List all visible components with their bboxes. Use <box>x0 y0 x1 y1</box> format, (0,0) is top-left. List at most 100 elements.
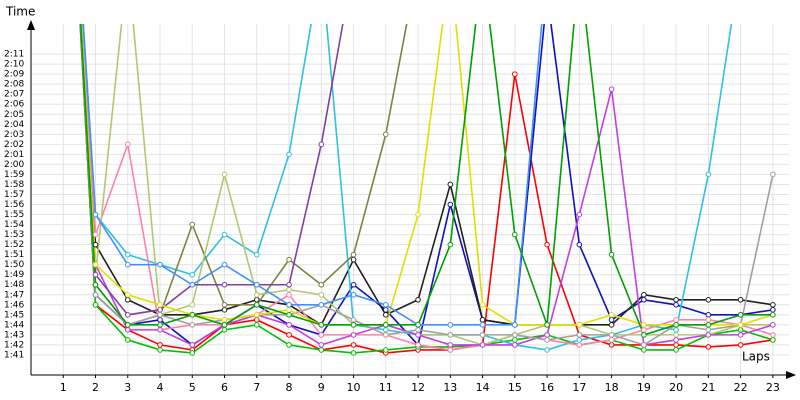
data-point <box>641 347 647 353</box>
data-point <box>641 342 647 348</box>
data-point <box>318 302 325 308</box>
data-point <box>608 312 615 318</box>
data-point <box>705 327 712 333</box>
data-point <box>447 181 454 188</box>
data-point <box>383 347 389 353</box>
data-point <box>447 201 454 208</box>
series-line <box>79 24 408 326</box>
data-point <box>641 291 647 298</box>
data-point <box>157 302 163 308</box>
data-point <box>350 350 357 356</box>
x-tick-label: 14 <box>476 381 490 394</box>
y-tick-label: 2:08 <box>4 80 24 90</box>
data-point <box>576 322 583 328</box>
data-point <box>447 342 454 348</box>
data-point <box>576 332 583 338</box>
y-axis-label: Time <box>5 5 35 19</box>
data-point <box>770 302 776 308</box>
data-point <box>544 241 550 248</box>
data-point <box>350 291 357 298</box>
x-tick-label: 3 <box>124 381 131 394</box>
data-point <box>673 337 679 343</box>
y-tick-label: 1:42 <box>4 340 24 350</box>
data-point <box>253 312 260 318</box>
data-point <box>124 327 131 333</box>
data-point <box>92 241 99 248</box>
data-point <box>253 296 260 303</box>
y-tick-label: 1:53 <box>4 230 24 240</box>
x-tick-label: 17 <box>572 381 586 394</box>
data-point <box>318 281 325 288</box>
data-point <box>318 291 325 298</box>
y-tick-label: 1:47 <box>4 290 24 300</box>
data-point <box>673 347 679 353</box>
data-point <box>124 291 131 298</box>
data-point <box>544 332 550 338</box>
data-point <box>641 332 647 338</box>
series-line <box>82 24 543 326</box>
data-point <box>641 296 647 303</box>
data-point <box>383 322 389 328</box>
y-tick-label: 2:09 <box>4 70 24 80</box>
x-tick-label: 10 <box>347 381 361 394</box>
x-tick-label: 23 <box>766 381 780 394</box>
data-point <box>770 171 776 178</box>
data-point <box>286 332 292 338</box>
data-point <box>512 322 518 328</box>
data-point <box>512 71 518 77</box>
data-point <box>576 211 583 218</box>
data-point <box>576 241 583 248</box>
data-point <box>124 261 131 268</box>
data-point <box>221 281 228 288</box>
data-point <box>737 312 744 318</box>
data-point <box>350 317 357 323</box>
data-point <box>253 251 260 258</box>
x-tick-label: 20 <box>669 381 683 394</box>
data-point <box>608 86 615 92</box>
y-tick-label: 1:41 <box>4 350 24 360</box>
x-tick-label: 22 <box>734 381 748 394</box>
data-point <box>189 271 196 278</box>
data-point <box>189 322 196 328</box>
data-point <box>770 322 776 328</box>
y-tick-label: 2:07 <box>4 90 24 100</box>
x-tick-label: 2 <box>92 381 99 394</box>
data-point <box>318 332 325 338</box>
data-point <box>350 251 357 258</box>
y-tick-label: 2:01 <box>4 150 24 160</box>
data-point <box>447 322 454 328</box>
y-tick-label: 1:48 <box>4 280 24 290</box>
data-point <box>479 322 486 328</box>
data-point <box>705 171 712 178</box>
data-point <box>157 261 163 268</box>
x-tick-label: 21 <box>701 381 715 394</box>
data-point <box>737 342 744 348</box>
data-point <box>253 291 260 298</box>
data-point <box>512 342 518 348</box>
data-point <box>705 317 712 323</box>
data-point <box>157 327 163 333</box>
data-point <box>350 322 357 328</box>
data-point <box>770 312 776 318</box>
data-point <box>576 342 583 348</box>
y-tick-label: 2:11 <box>4 50 24 60</box>
data-point <box>221 171 228 178</box>
data-point <box>770 307 776 313</box>
data-point <box>221 302 228 308</box>
data-point <box>673 296 679 303</box>
data-point <box>512 231 518 238</box>
data-point <box>318 342 325 348</box>
data-point <box>286 342 292 348</box>
data-point <box>608 322 615 328</box>
plot-area <box>79 24 776 356</box>
data-point <box>189 302 196 308</box>
data-point <box>157 347 163 353</box>
data-point <box>415 327 421 333</box>
data-point <box>383 312 389 318</box>
data-point <box>479 317 486 323</box>
data-point <box>737 296 744 303</box>
data-point <box>124 296 131 303</box>
data-point <box>350 332 357 338</box>
data-point <box>286 312 292 318</box>
